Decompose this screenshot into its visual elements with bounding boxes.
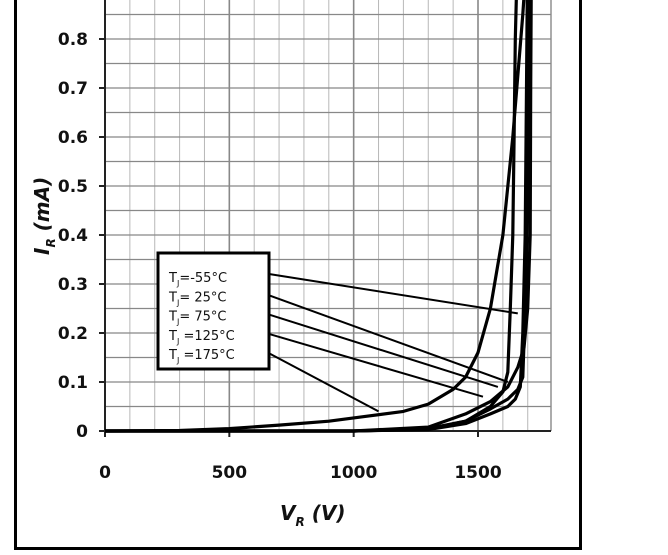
legend-entry: TJ=-55°C [168, 271, 227, 288]
legend-entry: TJ= 25°C [168, 290, 226, 307]
y-tick-label: 0.1 [58, 373, 88, 393]
y-axis-title: IR (mA) [30, 177, 58, 255]
y-tick-labels: 0 0.1 0.2 0.3 0.4 0.5 0.6 0.7 0.8 [58, 30, 88, 442]
y-tick-label: 0.6 [58, 128, 88, 148]
x-tick-labels: 0 500 1000 1500 [99, 463, 502, 483]
y-tick-label: 0.4 [58, 226, 88, 246]
legend-pointer-line [268, 294, 509, 383]
legend-entry: TJ =175°C [168, 348, 235, 365]
y-tick-label: 0.3 [58, 275, 88, 295]
legend-entry: TJ =125°C [168, 329, 235, 346]
x-tick-label: 1000 [330, 463, 377, 483]
legend-pointer-line [268, 313, 499, 388]
chart-frame [14, 0, 582, 550]
x-tick-label: 500 [212, 463, 248, 483]
y-tick-label: 0.8 [58, 30, 88, 50]
y-tick-label: 0.5 [58, 177, 88, 197]
x-tick-label: 0 [99, 463, 111, 483]
legend-entry: TJ= 75°C [168, 310, 226, 327]
series-line [105, 0, 533, 433]
series-line [104, 0, 526, 433]
y-tick-label: 0 [76, 422, 88, 442]
legend-pointers [268, 273, 518, 413]
x-axis-title: VR (V) [280, 501, 345, 529]
legend-pointer-line [268, 332, 484, 398]
x-tick-label: 1500 [454, 463, 501, 483]
y-tick-label: 0.7 [58, 79, 88, 99]
legend-pointer-line [268, 352, 380, 413]
legend: TJ=-55°C TJ= 25°C TJ= 75°C TJ =125°C TJ =175… [156, 251, 271, 371]
axes [99, 0, 551, 437]
y-tick-label: 0.2 [58, 324, 88, 344]
legend-box [156, 251, 271, 371]
legend-pointer-line [268, 273, 518, 315]
